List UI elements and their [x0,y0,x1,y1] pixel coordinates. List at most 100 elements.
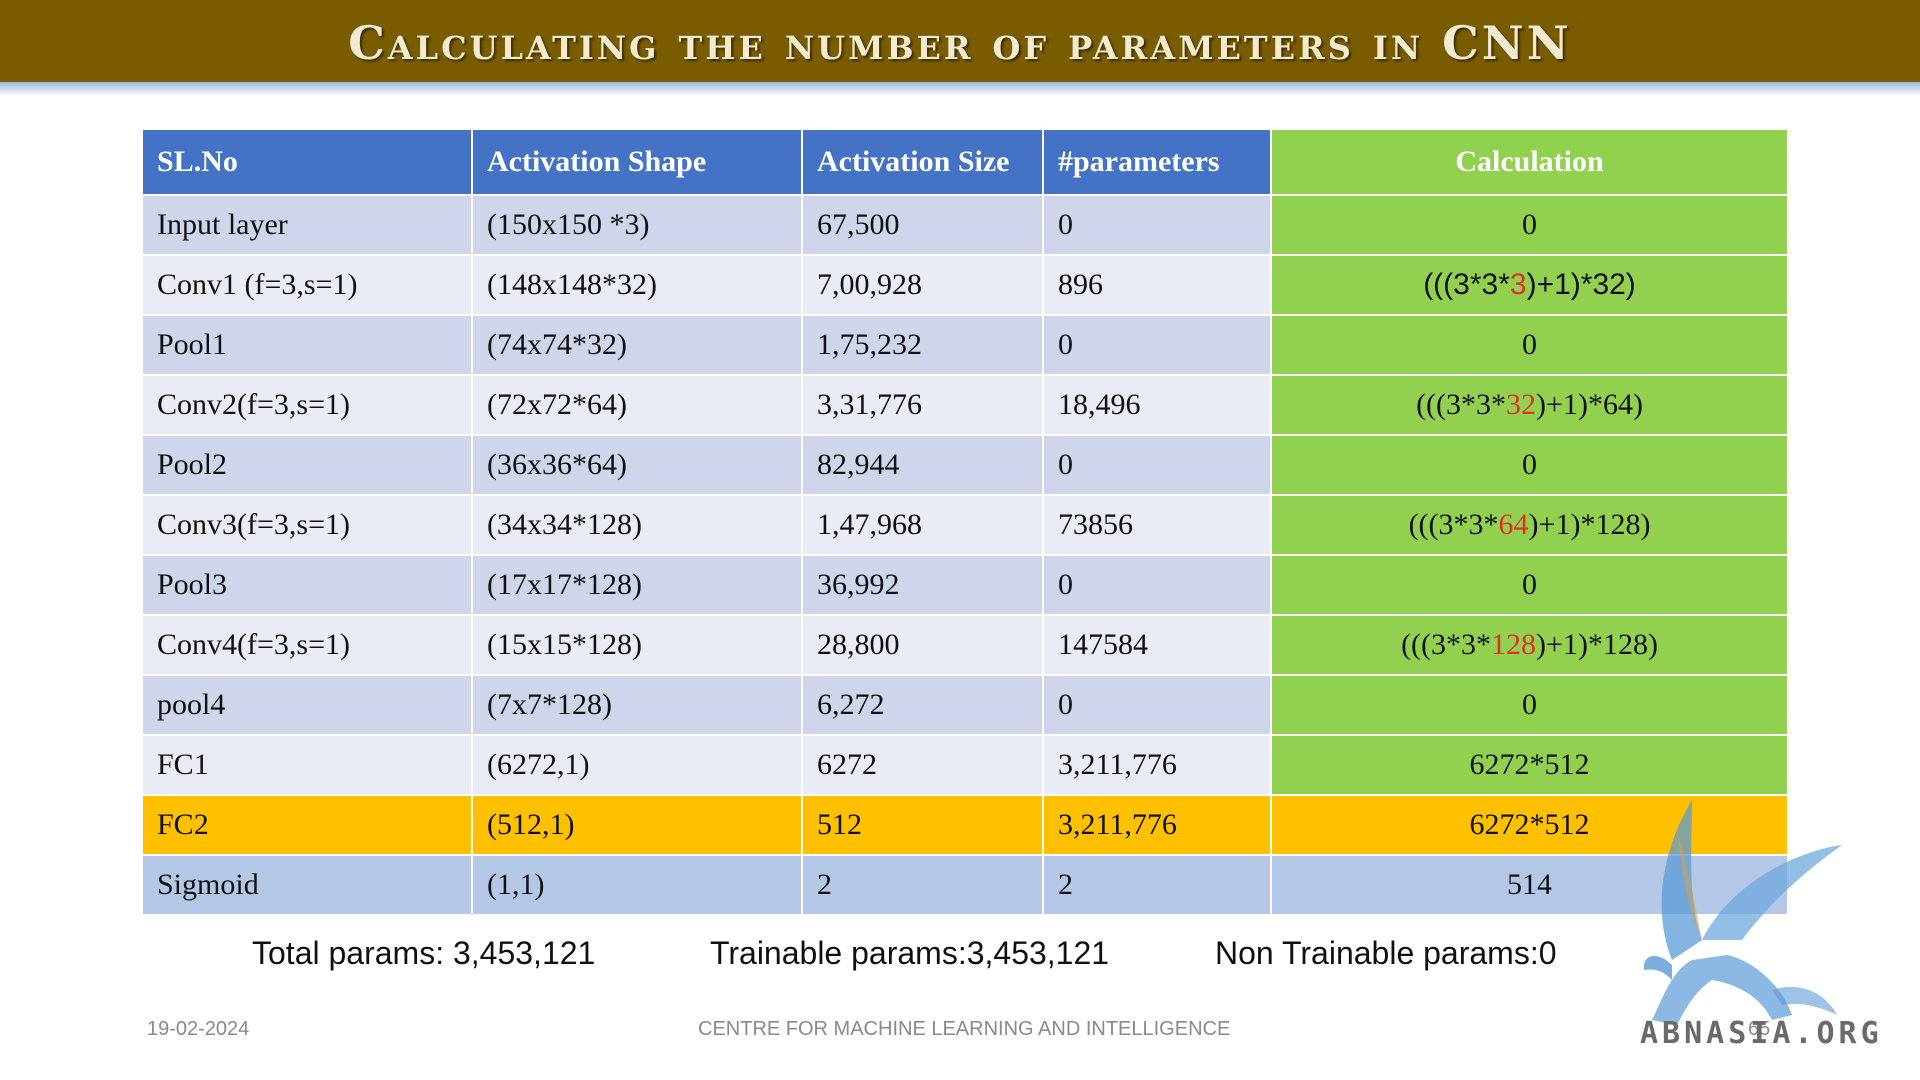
cell-sl: Conv1 (f=3,s=1) [141,254,473,316]
cell-calc: (((3*3*32)+1)*64) [1270,374,1789,436]
table-row: Conv1 (f=3,s=1) (148x148*32) 7,00,928 89… [141,254,1789,316]
cell-size: 512 [801,794,1044,856]
cell-size: 82,944 [801,434,1044,496]
table-row: FC1 (6272,1) 6272 3,211,776 6272*512 [141,734,1789,796]
cell-calc: (((3*3*128)+1)*128) [1270,614,1789,676]
cell-sl: Pool3 [141,554,473,616]
cell-sl: Conv2(f=3,s=1) [141,374,473,436]
cell-shape: (17x17*128) [471,554,803,616]
cell-size: 3,31,776 [801,374,1044,436]
cell-sl: FC2 [141,794,473,856]
title-banner: Calculating the number of parameters in … [0,0,1920,86]
calc-highlight: 3 [1509,268,1527,301]
calc-prefix: (((3*3* [1401,628,1492,661]
cell-params: 0 [1042,674,1272,736]
calc-suffix: )+1)*128) [1536,628,1658,661]
slide-title: Calculating the number of parameters in … [348,16,1572,70]
non-trainable-params: Non Trainable params:0 [1215,935,1557,971]
parameters-table: SL.No Activation Shape Activation Size #… [141,128,1789,916]
watermark-text: ABNASIA.ORG [1640,1016,1883,1051]
cell-size: 7,00,928 [801,254,1044,316]
footer-page-number: 65 [1748,1018,1771,1040]
cell-shape: (36x36*64) [471,434,803,496]
cell-size: 28,800 [801,614,1044,676]
cell-params: 147584 [1042,614,1272,676]
cell-size: 36,992 [801,554,1044,616]
cell-shape: (512,1) [471,794,803,856]
cell-params: 0 [1042,554,1272,616]
column-header-sl-no: SL.No [141,128,473,196]
table-row: Input layer (150x150 *3) 67,500 0 0 [141,194,1789,256]
cell-calc: (((3*3*3)+1)*32) [1270,254,1789,316]
total-params: Total params: 3,453,121 [252,935,596,971]
cell-calc: 0 [1270,554,1789,616]
cell-shape: (6272,1) [471,734,803,796]
cell-params: 0 [1042,194,1272,256]
calc-highlight: 64 [1498,508,1529,541]
table-row-highlighted: FC2 (512,1) 512 3,211,776 6272*512 [141,794,1789,856]
cell-sl: Pool1 [141,314,473,376]
cell-size: 2 [801,854,1044,916]
table-header-row: SL.No Activation Shape Activation Size #… [141,128,1789,196]
totals-line: Total params: 3,453,121 Trainable params… [0,935,1920,977]
cell-shape: (7x7*128) [471,674,803,736]
cell-shape: (74x74*32) [471,314,803,376]
cell-params: 0 [1042,314,1272,376]
calc-prefix: (((3*3* [1423,268,1510,301]
column-header-activation-shape: Activation Shape [471,128,803,196]
cell-size: 6272 [801,734,1044,796]
table-row: Conv3(f=3,s=1) (34x34*128) 1,47,968 7385… [141,494,1789,556]
calc-prefix: (((3*3* [1408,508,1499,541]
cell-shape: (72x72*64) [471,374,803,436]
calc-prefix: (((3*3* [1416,388,1507,421]
cell-calc: 6272*512 [1270,734,1789,796]
cell-calc: 0 [1270,314,1789,376]
cell-sl: Pool2 [141,434,473,496]
cell-calc: 0 [1270,674,1789,736]
cell-sl: Conv3(f=3,s=1) [141,494,473,556]
cell-params: 2 [1042,854,1272,916]
cell-calc: 0 [1270,434,1789,496]
calc-suffix: )+1)*64) [1536,388,1643,421]
cell-params: 0 [1042,434,1272,496]
footer-date: 19-02-2024 [147,1018,250,1040]
cell-params: 18,496 [1042,374,1272,436]
trainable-params: Trainable params:3,453,121 [710,935,1110,971]
cell-shape: (15x15*128) [471,614,803,676]
cell-calc: (((3*3*64)+1)*128) [1270,494,1789,556]
table-row: Pool3 (17x17*128) 36,992 0 0 [141,554,1789,616]
cell-size: 6,272 [801,674,1044,736]
footer-centre: CENTRE FOR MACHINE LEARNING AND INTELLIG… [698,1018,1231,1040]
cell-sl: Input layer [141,194,473,256]
cell-params: 3,211,776 [1042,794,1272,856]
column-header-calculation: Calculation [1270,128,1789,196]
cell-shape: (1,1) [471,854,803,916]
cell-sl: FC1 [141,734,473,796]
table-row: Pool2 (36x36*64) 82,944 0 0 [141,434,1789,496]
cell-shape: (150x150 *3) [471,194,803,256]
cell-size: 67,500 [801,194,1044,256]
column-header-activation-size: Activation Size [801,128,1044,196]
table-row: Pool1 (74x74*32) 1,75,232 0 0 [141,314,1789,376]
cell-size: 1,75,232 [801,314,1044,376]
calc-highlight: 128 [1491,628,1537,661]
table-row: Sigmoid (1,1) 2 2 514 [141,854,1789,916]
cell-params: 3,211,776 [1042,734,1272,796]
cell-size: 1,47,968 [801,494,1044,556]
column-header-parameters: #parameters [1042,128,1272,196]
table-row: Conv4(f=3,s=1) (15x15*128) 28,800 147584… [141,614,1789,676]
calc-suffix: )+1)*32) [1526,268,1636,301]
cell-params: 73856 [1042,494,1272,556]
cell-sl: pool4 [141,674,473,736]
cell-sl: Sigmoid [141,854,473,916]
calc-highlight: 32 [1506,388,1537,421]
calc-suffix: )+1)*128) [1528,508,1651,541]
banner-shadow [0,82,1920,96]
cell-calc: 514 [1270,854,1789,916]
table-row: Conv2(f=3,s=1) (72x72*64) 3,31,776 18,49… [141,374,1789,436]
cell-calc: 6272*512 [1270,794,1789,856]
griffin-logo-icon [1643,800,1842,1025]
cell-params: 896 [1042,254,1272,316]
cell-shape: (34x34*128) [471,494,803,556]
cell-shape: (148x148*32) [471,254,803,316]
